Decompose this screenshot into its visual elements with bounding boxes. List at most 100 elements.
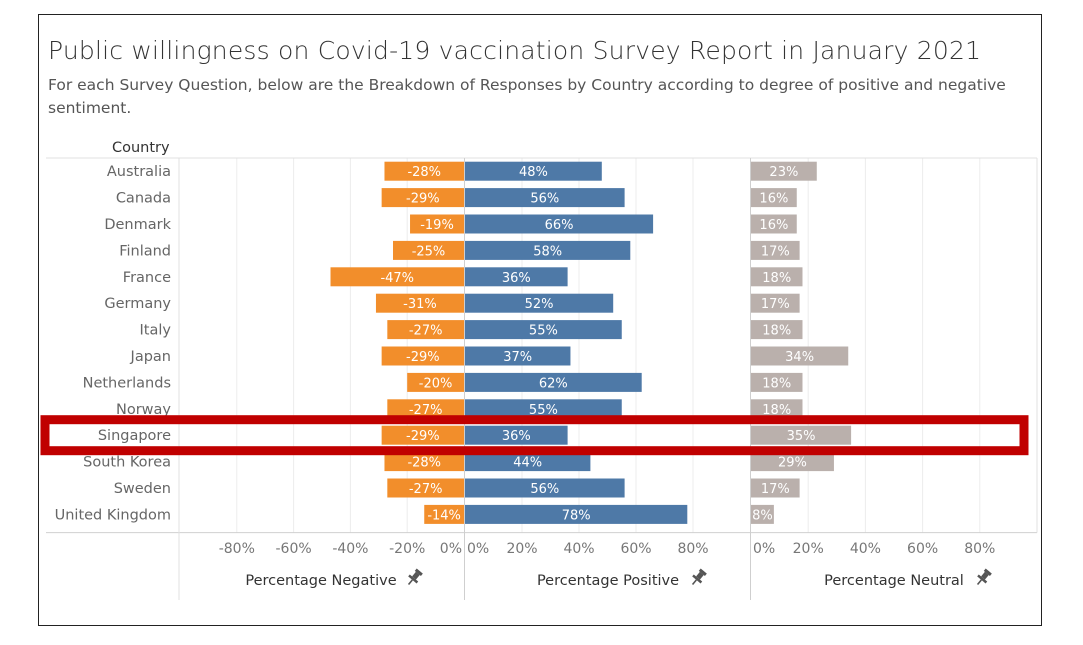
country-label: Japan <box>130 349 171 365</box>
negative-bar[interactable] <box>407 372 464 392</box>
negative-bar[interactable] <box>381 188 464 208</box>
neutral-bar[interactable] <box>751 188 797 208</box>
neutral-bar[interactable] <box>751 346 849 366</box>
neutral-bar[interactable] <box>751 161 817 181</box>
positive-bar[interactable] <box>465 320 622 340</box>
pin-icon[interactable] <box>973 568 993 588</box>
neutral-bar-label: 23% <box>769 165 798 180</box>
country-label: Sweden <box>114 481 171 497</box>
positive-bar[interactable] <box>465 372 642 392</box>
positive-bar-label: 58% <box>533 244 562 259</box>
neutral-axis-tick: 60% <box>907 541 938 557</box>
negative-axis-tick: -80% <box>219 541 255 557</box>
negative-bar-label: -31% <box>403 297 437 312</box>
negative-axis-title: Percentage Negative <box>245 573 396 589</box>
positive-bar-label: 36% <box>502 271 531 286</box>
neutral-bar-label: 16% <box>759 218 788 233</box>
positive-bar[interactable] <box>465 425 568 445</box>
neutral-bar-label: 17% <box>761 244 790 259</box>
negative-bar-label: -27% <box>409 403 443 418</box>
neutral-axis-tick: 0% <box>753 541 775 557</box>
positive-bar-label: 62% <box>539 376 568 391</box>
neutral-bar-label: 18% <box>762 271 791 286</box>
negative-axis-tick: -20% <box>389 541 425 557</box>
country-label: Singapore <box>98 428 171 444</box>
neutral-bar[interactable] <box>751 320 803 340</box>
positive-bar[interactable] <box>465 267 568 287</box>
positive-bar[interactable] <box>465 504 688 524</box>
positive-bar[interactable] <box>465 240 631 260</box>
country-label: Norway <box>116 402 171 418</box>
positive-bar-label: 56% <box>530 192 559 207</box>
negative-bar[interactable] <box>387 399 464 419</box>
neutral-bar[interactable] <box>751 478 800 498</box>
pin-icon[interactable] <box>688 568 708 588</box>
negative-bar[interactable] <box>330 267 464 287</box>
neutral-bar[interactable] <box>751 267 803 287</box>
neutral-bar[interactable] <box>751 214 797 234</box>
neutral-axis-tick: 20% <box>793 541 824 557</box>
positive-axis-title: Percentage Positive <box>537 573 679 589</box>
positive-bar[interactable] <box>465 161 602 181</box>
positive-bar[interactable] <box>465 214 654 234</box>
positive-bar[interactable] <box>465 188 625 208</box>
neutral-bar-label: 8% <box>752 508 773 523</box>
negative-bar[interactable] <box>384 161 464 181</box>
neutral-axis-title: Percentage Neutral <box>824 573 964 589</box>
neutral-bar-label: 16% <box>759 192 788 207</box>
column-header-country: Country <box>112 140 170 156</box>
negative-bar[interactable] <box>410 214 464 234</box>
negative-axis-tick: -40% <box>332 541 368 557</box>
positive-bar-label: 55% <box>529 324 558 339</box>
neutral-bar[interactable] <box>751 452 834 472</box>
positive-bar-label: 36% <box>502 429 531 444</box>
positive-axis-tick: 60% <box>620 541 651 557</box>
negative-bar-label: -14% <box>427 508 461 523</box>
negative-bar[interactable] <box>387 320 464 340</box>
country-label: South Korea <box>83 455 171 471</box>
positive-axis-tick: 40% <box>563 541 594 557</box>
positive-bar[interactable] <box>465 399 622 419</box>
negative-bar[interactable] <box>381 425 464 445</box>
positive-bar-label: 56% <box>530 482 559 497</box>
country-label: Finland <box>119 243 171 259</box>
neutral-bar-label: 18% <box>762 376 791 391</box>
neutral-bar[interactable] <box>751 399 803 419</box>
negative-axis-tick: 0% <box>440 541 462 557</box>
negative-axis-tick: -60% <box>276 541 312 557</box>
country-label: Australia <box>107 164 171 180</box>
positive-bar[interactable] <box>465 478 625 498</box>
negative-bar-label: -47% <box>380 271 414 286</box>
negative-bar[interactable] <box>375 293 464 313</box>
neutral-bar-label: 17% <box>761 482 790 497</box>
negative-bar-label: -29% <box>406 350 440 365</box>
highlight-box-singapore <box>40 415 1029 456</box>
country-label: Canada <box>116 191 171 207</box>
negative-bar[interactable] <box>393 240 464 260</box>
positive-bar[interactable] <box>465 452 591 472</box>
negative-bar[interactable] <box>384 452 464 472</box>
neutral-bar[interactable] <box>751 504 774 524</box>
neutral-bar[interactable] <box>751 372 803 392</box>
country-label: Netherlands <box>83 375 171 391</box>
country-label: United Kingdom <box>55 507 171 523</box>
negative-bar-label: -27% <box>409 482 443 497</box>
positive-bar-label: 44% <box>513 456 542 471</box>
negative-bar[interactable] <box>381 346 464 366</box>
pin-icon[interactable] <box>404 568 424 588</box>
positive-bar-label: 48% <box>519 165 548 180</box>
neutral-bar[interactable] <box>751 240 800 260</box>
positive-bar[interactable] <box>465 346 571 366</box>
positive-bar[interactable] <box>465 293 614 313</box>
positive-axis-tick: 80% <box>677 541 708 557</box>
positive-axis-tick: 0% <box>467 541 489 557</box>
negative-bar-label: -29% <box>406 429 440 444</box>
negative-bar-label: -20% <box>419 376 453 391</box>
neutral-bar[interactable] <box>751 293 800 313</box>
negative-bar[interactable] <box>424 504 464 524</box>
dashboard-frame <box>38 14 1042 626</box>
negative-bar[interactable] <box>387 478 464 498</box>
country-label: Italy <box>140 323 172 339</box>
negative-bar-label: -28% <box>407 456 441 471</box>
neutral-bar[interactable] <box>751 425 852 445</box>
